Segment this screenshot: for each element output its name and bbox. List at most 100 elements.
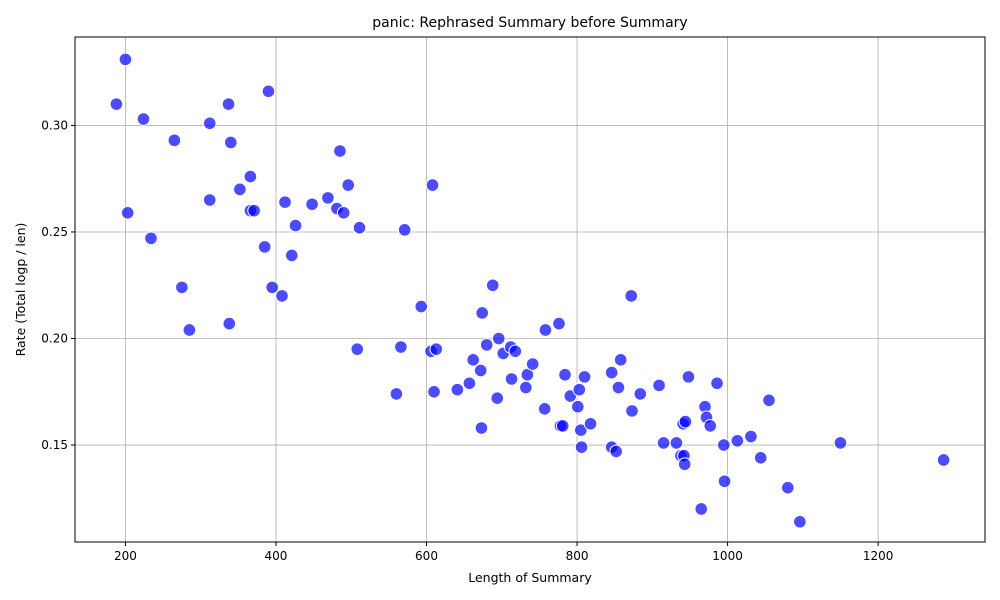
data-point <box>681 370 696 384</box>
chart-title: panic: Rephrased Summary before Summary <box>372 15 687 31</box>
grid-lines <box>75 37 985 542</box>
data-point <box>397 223 412 237</box>
data-point <box>202 116 217 131</box>
y-tick-label: 0.20 <box>41 332 68 346</box>
data-point <box>753 451 768 465</box>
data-point <box>202 193 217 207</box>
data-point <box>350 342 365 356</box>
data-point <box>109 97 124 111</box>
data-point <box>717 474 732 489</box>
data-point <box>233 182 247 197</box>
data-point <box>669 436 684 450</box>
data-point <box>485 278 500 293</box>
data-point <box>175 280 189 295</box>
data-point <box>609 444 623 459</box>
x-tick-label: 1000 <box>712 549 743 563</box>
data-point <box>321 191 335 205</box>
data-point <box>247 203 261 218</box>
data-point <box>473 363 488 378</box>
data-point <box>717 438 731 452</box>
data-point <box>604 365 619 380</box>
data-point <box>525 357 540 371</box>
data-point <box>425 178 440 192</box>
y-tick-label: 0.30 <box>41 118 68 132</box>
data-point <box>265 280 280 295</box>
data-point <box>389 387 404 401</box>
data-point <box>414 299 429 314</box>
data-point <box>833 436 848 450</box>
x-tick-label: 200 <box>114 549 137 563</box>
data-point <box>710 376 724 391</box>
data-point <box>427 384 441 399</box>
data-point <box>221 97 236 111</box>
data-point <box>508 344 523 359</box>
data-point <box>793 514 807 529</box>
data-point <box>462 376 477 391</box>
data-point <box>336 205 351 220</box>
data-point <box>341 178 356 192</box>
data-point <box>730 433 745 448</box>
data-point <box>136 112 151 126</box>
data-point <box>656 436 671 450</box>
data-point <box>275 289 289 303</box>
data-point <box>224 135 238 150</box>
data-point <box>278 195 292 209</box>
data-point <box>222 316 237 331</box>
data-point <box>555 419 570 433</box>
x-tick-label: 800 <box>566 549 589 563</box>
data-points <box>109 52 951 529</box>
data-point <box>652 378 666 393</box>
data-point <box>475 306 490 320</box>
data-point <box>570 399 585 414</box>
data-point <box>394 340 408 354</box>
data-point <box>613 353 628 367</box>
data-point <box>537 402 552 416</box>
data-point <box>352 220 367 235</box>
data-point <box>572 382 587 397</box>
y-tick-label: 0.25 <box>41 225 68 239</box>
data-point <box>583 416 598 431</box>
data-point <box>703 419 718 433</box>
data-point <box>288 218 303 233</box>
data-point <box>144 231 158 246</box>
data-point <box>520 367 535 382</box>
data-point <box>490 391 505 405</box>
data-point <box>450 382 465 397</box>
data-point <box>466 353 480 367</box>
axis-ticks: 200 400 600 800 1000 1200 0.15 0.20 0.25 0.30 <box>41 118 893 563</box>
data-point <box>633 387 648 401</box>
data-point <box>574 423 588 437</box>
x-axis-label: Length of Summary <box>468 570 592 585</box>
data-point <box>429 342 444 356</box>
data-point <box>491 331 506 346</box>
data-point <box>305 197 319 212</box>
y-axis-label: Rate (Total logp / len) <box>13 223 28 357</box>
data-point <box>120 205 135 220</box>
data-point <box>678 414 693 429</box>
data-point <box>574 440 589 454</box>
data-point <box>504 372 519 386</box>
data-point <box>182 323 197 337</box>
data-point <box>261 84 276 99</box>
data-point <box>538 323 553 337</box>
data-point <box>284 248 299 263</box>
data-point <box>744 429 758 444</box>
data-point <box>694 502 709 516</box>
y-tick-label: 0.15 <box>41 438 68 452</box>
data-point <box>611 380 626 395</box>
data-point <box>762 393 776 408</box>
data-point <box>257 240 272 254</box>
data-point <box>479 338 494 352</box>
plot-frame <box>74 36 986 543</box>
data-point <box>167 133 182 148</box>
data-point <box>519 380 533 395</box>
data-point <box>558 367 572 382</box>
data-point <box>624 289 639 303</box>
x-tick-label: 400 <box>265 549 288 563</box>
data-point <box>677 457 692 472</box>
data-point <box>474 421 489 435</box>
data-point <box>936 453 951 467</box>
x-tick-label: 1200 <box>863 549 894 563</box>
